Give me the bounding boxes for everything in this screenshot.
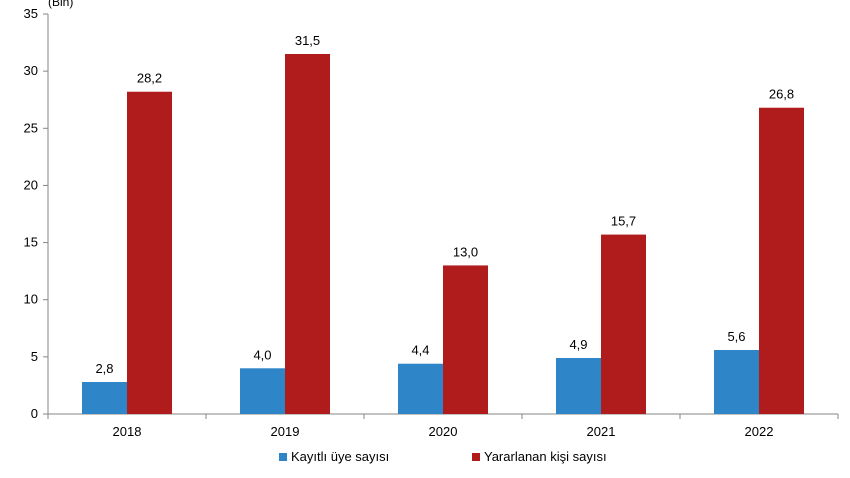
data-label: 26,8 xyxy=(769,87,794,102)
legend-label: Kayıtlı üye sayısı xyxy=(291,449,389,464)
y-tick-label: 5 xyxy=(31,349,38,364)
data-label: 4,4 xyxy=(411,343,429,358)
x-tick-label: 2019 xyxy=(271,424,300,439)
data-label: 13,0 xyxy=(453,244,478,259)
legend-swatch xyxy=(472,453,480,461)
bar-yararlanan-kisi-2018 xyxy=(127,91,172,414)
y-tick-label: 0 xyxy=(31,406,38,421)
data-label: 15,7 xyxy=(611,214,636,229)
legend-label: Yararlanan kişi sayısı xyxy=(484,449,607,464)
y-tick-label: 25 xyxy=(24,120,38,135)
y-axis-ticks: 0 5 10 15 20 25 30 35 xyxy=(24,6,48,421)
y-tick-label: 15 xyxy=(24,235,38,250)
x-tick-label: 2021 xyxy=(587,424,616,439)
x-tick-label: 2018 xyxy=(113,424,142,439)
data-label: 4,0 xyxy=(253,347,271,362)
x-tick-label: 2022 xyxy=(745,424,774,439)
bar-kayitli-uye-2022 xyxy=(714,350,759,414)
bars-group xyxy=(82,54,804,414)
bar-kayitli-uye-2021 xyxy=(556,358,601,414)
bar-kayitli-uye-2020 xyxy=(398,363,443,414)
data-label: 31,5 xyxy=(295,33,320,48)
unit-label: (Bin) xyxy=(48,0,73,9)
legend: Kayıtlı üye sayısı Yararlanan kişi sayısı xyxy=(279,449,607,464)
bar-yararlanan-kisi-2020 xyxy=(443,265,488,414)
y-tick-label: 35 xyxy=(24,6,38,21)
y-tick-label: 20 xyxy=(24,177,38,192)
data-label: 5,6 xyxy=(727,329,745,344)
x-axis-ticks: 2018 2019 2020 2021 2022 xyxy=(47,414,839,439)
y-tick-label: 30 xyxy=(24,63,38,78)
bar-kayitli-uye-2019 xyxy=(240,368,285,414)
data-label: 2,8 xyxy=(95,361,113,376)
data-label: 4,9 xyxy=(569,337,587,352)
bar-yararlanan-kisi-2022 xyxy=(759,107,804,414)
bar-yararlanan-kisi-2019 xyxy=(285,54,330,414)
x-tick-label: 2020 xyxy=(429,424,458,439)
data-labels-group: 2,8 28,2 4,0 31,5 4,4 13,0 4,9 15,7 5,6 26,8 xyxy=(95,33,794,376)
bar-kayitli-uye-2018 xyxy=(82,382,127,414)
y-tick-label: 10 xyxy=(24,292,38,307)
bar-yararlanan-kisi-2021 xyxy=(601,234,646,414)
legend-swatch xyxy=(279,453,287,461)
data-label: 28,2 xyxy=(137,71,162,86)
